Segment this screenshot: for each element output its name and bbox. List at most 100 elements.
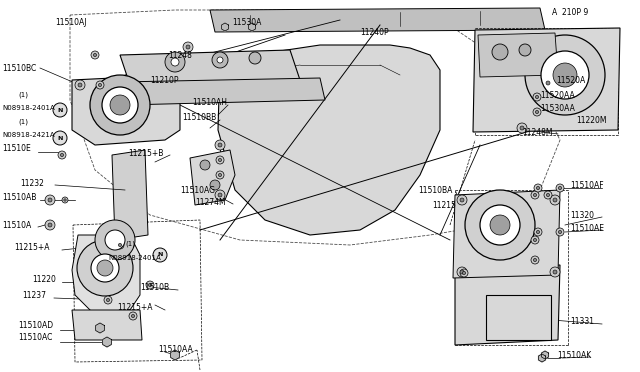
Text: 11331: 11331 xyxy=(570,317,594,327)
Text: 11510AE: 11510AE xyxy=(570,224,604,232)
Circle shape xyxy=(104,296,112,304)
Circle shape xyxy=(553,63,577,87)
Circle shape xyxy=(129,312,137,320)
Text: N: N xyxy=(58,135,63,141)
Text: (1): (1) xyxy=(125,241,135,247)
Text: 11220M: 11220M xyxy=(576,115,607,125)
Text: 11510AB: 11510AB xyxy=(2,192,36,202)
Circle shape xyxy=(58,151,66,159)
Bar xyxy=(486,295,551,340)
Circle shape xyxy=(75,80,85,90)
Text: 11220: 11220 xyxy=(32,276,56,285)
Circle shape xyxy=(558,230,562,234)
Circle shape xyxy=(533,108,541,116)
Polygon shape xyxy=(72,75,180,145)
Text: 11240P: 11240P xyxy=(360,28,388,36)
Circle shape xyxy=(64,199,66,201)
Circle shape xyxy=(480,205,520,245)
Polygon shape xyxy=(218,45,440,235)
Text: 11510A: 11510A xyxy=(2,221,31,230)
Circle shape xyxy=(534,228,542,236)
Text: A  210P 9: A 210P 9 xyxy=(552,7,588,16)
Text: N: N xyxy=(58,108,63,112)
Text: 11510AD: 11510AD xyxy=(18,321,53,330)
Text: (1): (1) xyxy=(18,92,28,98)
Text: 11510BA: 11510BA xyxy=(418,186,452,195)
Circle shape xyxy=(533,93,541,101)
Text: 11248: 11248 xyxy=(168,51,192,60)
Polygon shape xyxy=(541,351,548,359)
Text: 11510AC: 11510AC xyxy=(18,334,52,343)
Circle shape xyxy=(105,230,125,250)
Circle shape xyxy=(536,230,540,234)
Text: 11530A: 11530A xyxy=(232,17,261,26)
Text: 11530AA: 11530AA xyxy=(540,103,575,112)
Circle shape xyxy=(492,44,508,60)
Circle shape xyxy=(215,140,225,150)
Text: 11510BC: 11510BC xyxy=(2,64,36,73)
Circle shape xyxy=(457,195,467,205)
Circle shape xyxy=(110,95,130,115)
Circle shape xyxy=(93,54,97,57)
Text: 11510AF: 11510AF xyxy=(570,180,604,189)
Circle shape xyxy=(249,52,261,64)
Circle shape xyxy=(216,171,224,179)
Circle shape xyxy=(520,126,524,130)
Text: 11210P: 11210P xyxy=(150,76,179,84)
Text: N08918-2401A: N08918-2401A xyxy=(108,255,161,261)
Polygon shape xyxy=(453,190,560,278)
Circle shape xyxy=(216,156,224,164)
Text: 11320: 11320 xyxy=(570,211,594,219)
Text: 11510BB: 11510BB xyxy=(182,112,216,122)
Circle shape xyxy=(165,52,185,72)
Polygon shape xyxy=(455,265,560,345)
Polygon shape xyxy=(120,50,300,85)
Circle shape xyxy=(558,186,562,190)
Circle shape xyxy=(48,198,52,202)
Circle shape xyxy=(541,51,589,99)
Text: 11274M: 11274M xyxy=(195,198,226,206)
Circle shape xyxy=(95,220,135,260)
Circle shape xyxy=(215,190,225,200)
Text: 11520A: 11520A xyxy=(556,76,585,84)
Circle shape xyxy=(77,240,133,296)
Circle shape xyxy=(45,195,55,205)
Circle shape xyxy=(457,267,467,277)
Text: 11510AK: 11510AK xyxy=(557,350,591,359)
Circle shape xyxy=(171,58,179,66)
Circle shape xyxy=(78,83,82,87)
Circle shape xyxy=(96,81,104,89)
Polygon shape xyxy=(538,354,545,362)
Circle shape xyxy=(148,283,152,286)
Text: 11510E: 11510E xyxy=(2,144,31,153)
Circle shape xyxy=(186,45,190,49)
Circle shape xyxy=(218,173,221,177)
Polygon shape xyxy=(95,323,104,333)
Circle shape xyxy=(131,314,134,318)
Circle shape xyxy=(53,103,67,117)
Circle shape xyxy=(118,243,122,247)
Text: (1): (1) xyxy=(18,119,28,125)
Circle shape xyxy=(62,197,68,203)
Text: 11232: 11232 xyxy=(20,179,44,187)
Text: 11510AA: 11510AA xyxy=(158,346,193,355)
Circle shape xyxy=(91,254,119,282)
Polygon shape xyxy=(478,33,558,77)
Polygon shape xyxy=(112,150,148,240)
Circle shape xyxy=(218,143,222,147)
Circle shape xyxy=(460,269,468,277)
Circle shape xyxy=(106,298,109,302)
Text: 11510AH: 11510AH xyxy=(192,97,227,106)
Polygon shape xyxy=(102,337,111,347)
Circle shape xyxy=(550,195,560,205)
Polygon shape xyxy=(473,28,620,132)
Circle shape xyxy=(525,35,605,115)
Circle shape xyxy=(553,270,557,274)
Circle shape xyxy=(153,248,167,262)
Circle shape xyxy=(48,223,52,227)
Circle shape xyxy=(533,259,536,262)
Circle shape xyxy=(60,153,63,157)
Circle shape xyxy=(556,184,564,192)
Circle shape xyxy=(556,228,564,236)
Text: 11237: 11237 xyxy=(22,291,46,299)
